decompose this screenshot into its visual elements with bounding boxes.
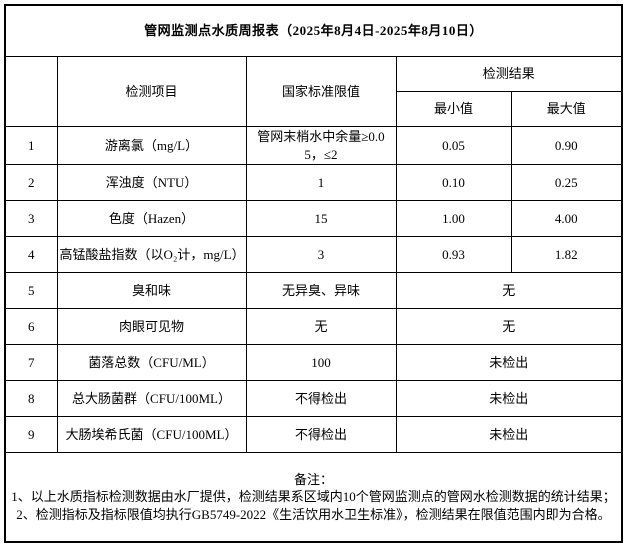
row-limit: 3 — [245, 236, 397, 274]
table-row: 2 浑浊度（NTU） 1 0.10 0.25 — [4, 164, 623, 202]
row-max: 4.00 — [510, 200, 623, 238]
row-min: 0.93 — [395, 236, 512, 274]
row-limit: 管网末梢水中余量≥0.05，≤2 — [245, 125, 397, 166]
row-number: 6 — [4, 308, 58, 346]
row-limit: 100 — [245, 344, 397, 382]
row-number: 1 — [4, 125, 58, 166]
row-item: 高锰酸盐指数（以O₂计，mg/L） — [56, 236, 247, 274]
table-row: 5 臭和味 无异臭、异味 无 — [4, 272, 623, 310]
row-item: 菌落总数（CFU/ML） — [56, 344, 247, 382]
water-quality-table: 管网监测点水质周报表（2025年8月4日-2025年8月10日） 检测项目 国家… — [4, 4, 623, 543]
row-number: 7 — [4, 344, 58, 382]
header-max: 最大值 — [510, 91, 623, 127]
row-max: 0.25 — [510, 164, 623, 202]
row-number: 4 — [4, 236, 58, 274]
row-item: 色度（Hazen） — [56, 200, 247, 238]
row-max: 0.90 — [510, 125, 623, 166]
header-row-bottom: 最小值 最大值 — [5, 91, 623, 127]
header-row-top: 检测项目 国家标准限值 检测结果 — [4, 56, 623, 127]
table-row: 6 肉眼可见物 无 无 — [4, 308, 623, 346]
header-min: 最小值 — [395, 91, 512, 127]
table-row: 8 总大肠菌群（CFU/100ML） 不得检出 未检出 — [4, 380, 623, 418]
row-item: 肉眼可见物 — [56, 308, 247, 346]
row-limit: 1 — [245, 164, 397, 202]
row-limit: 无异臭、异味 — [245, 272, 397, 310]
row-min: 0.10 — [395, 164, 512, 202]
row-result: 无 — [395, 308, 623, 346]
notes-label: 备注： — [293, 471, 333, 487]
row-number: 2 — [4, 164, 58, 202]
row-limit: 不得检出 — [245, 380, 397, 418]
note-line-1: 1、以上水质指标检测数据由水厂提供，检测结果系区域内10个管网监测点的管网水检测… — [11, 489, 616, 505]
row-item: 大肠埃希氏菌（CFU/100ML） — [56, 416, 247, 454]
row-min: 1.00 — [395, 200, 512, 238]
row-number: 9 — [4, 416, 58, 454]
table-row: 1 游离氯（mg/L） 管网末梢水中余量≥0.05，≤2 0.05 0.90 — [4, 125, 623, 166]
row-item: 浑浊度（NTU） — [56, 164, 247, 202]
table-row: 3 色度（Hazen） 15 1.00 4.00 — [4, 200, 623, 238]
note-line-2: 2、检测指标及指标限值均执行GB5749-2022《生活饮用水卫生标准》，检测结… — [16, 506, 611, 522]
row-item: 游离氯（mg/L） — [56, 125, 247, 166]
row-limit: 无 — [245, 308, 397, 346]
row-max: 1.82 — [510, 236, 623, 274]
row-item: 总大肠菌群（CFU/100ML） — [56, 380, 247, 418]
row-number: 3 — [4, 200, 58, 238]
row-result: 未检出 — [395, 380, 623, 418]
row-result: 无 — [395, 272, 623, 310]
notes-cell: 备注： 1、以上水质指标检测数据由水厂提供，检测结果系区域内10个管网监测点的管… — [4, 452, 623, 543]
header-limit: 国家标准限值 — [245, 56, 397, 127]
page-title: 管网监测点水质周报表（2025年8月4日-2025年8月10日） — [4, 4, 623, 57]
row-result: 未检出 — [395, 416, 623, 454]
row-limit: 不得检出 — [245, 416, 397, 454]
row-result: 未检出 — [395, 344, 623, 382]
row-limit: 15 — [245, 200, 397, 238]
header-item: 检测项目 — [56, 56, 247, 127]
row-min: 0.05 — [395, 125, 512, 166]
header-no-cell — [4, 56, 58, 127]
table-row: 4 高锰酸盐指数（以O₂计，mg/L） 3 0.93 1.82 — [4, 236, 623, 274]
row-number: 5 — [4, 272, 58, 310]
table-row: 7 菌落总数（CFU/ML） 100 未检出 — [4, 344, 623, 382]
row-item: 臭和味 — [56, 272, 247, 310]
notes-row: 备注： 1、以上水质指标检测数据由水厂提供，检测结果系区域内10个管网监测点的管… — [4, 452, 623, 543]
title-row: 管网监测点水质周报表（2025年8月4日-2025年8月10日） — [4, 4, 623, 57]
header-result: 检测结果 — [395, 56, 623, 92]
row-number: 8 — [4, 380, 58, 418]
table-row: 9 大肠埃希氏菌（CFU/100ML） 不得检出 未检出 — [4, 416, 623, 454]
